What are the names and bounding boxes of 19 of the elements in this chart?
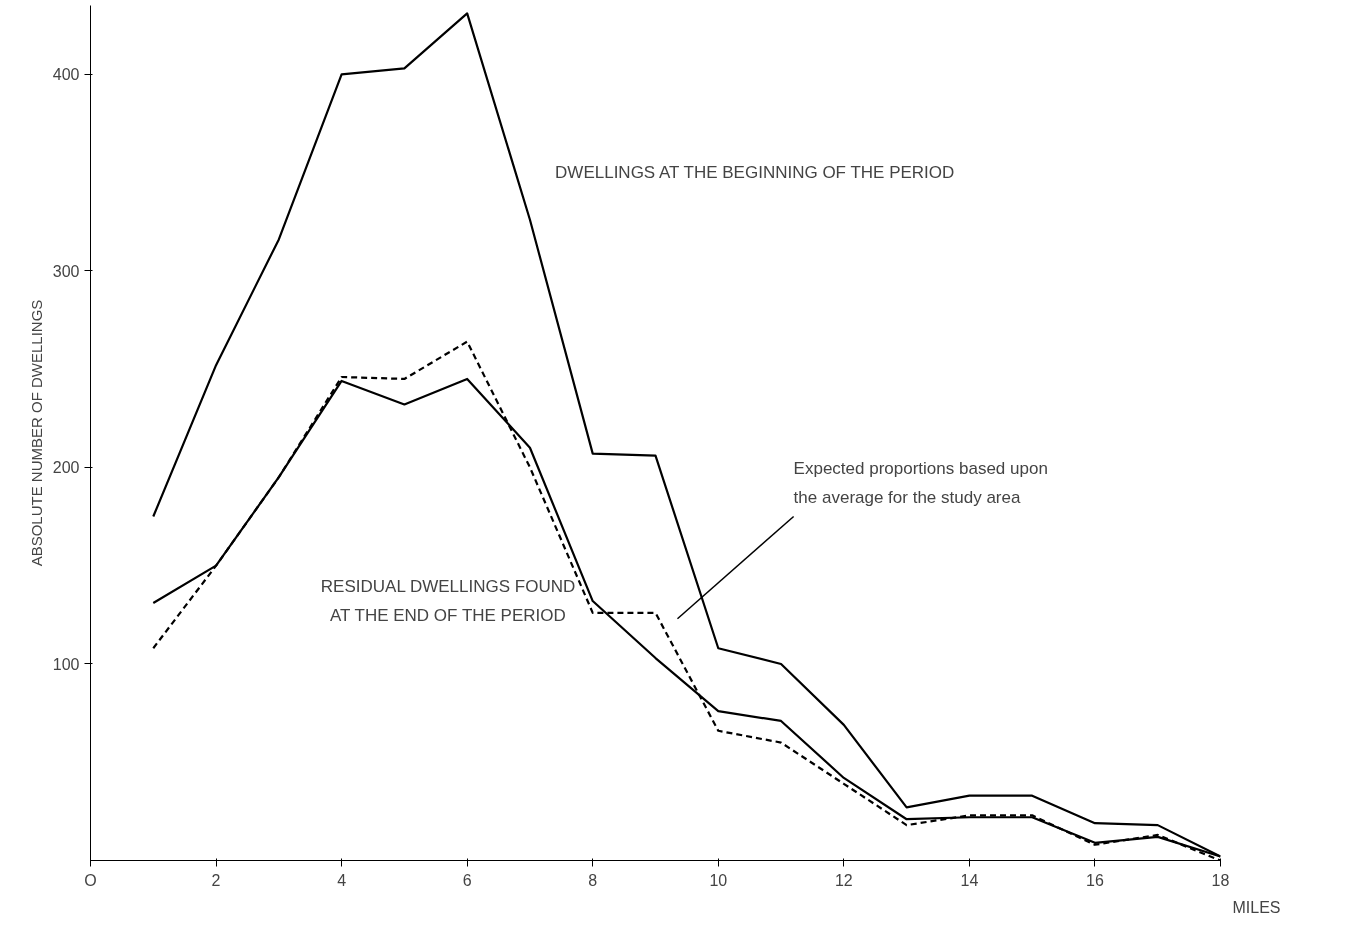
annotation: Expected proportions based upon the average for the study area <box>793 459 1048 507</box>
y-axis-title: ABSOLUTE NUMBER OF DWELLINGS <box>27 299 45 567</box>
x-tick-label: 10 <box>709 871 728 889</box>
annotation: DWELLINGS AT THE BEGINNING OF THE PERIOD <box>555 163 955 183</box>
x-tick-label: 6 <box>462 871 472 889</box>
y-tick-label: 200 <box>52 459 80 477</box>
x-tick-label: 4 <box>337 871 347 889</box>
x-tick-label: 14 <box>960 871 979 889</box>
x-tick-label: 18 <box>1211 871 1230 889</box>
y-tick-label: 400 <box>52 66 80 84</box>
x-tick-label: 8 <box>588 871 598 889</box>
y-tick-label: 100 <box>52 655 80 673</box>
x-tick-label: 12 <box>834 871 853 889</box>
x-tick-label: O <box>84 871 97 889</box>
annotation: RESIDUAL DWELLINGS FOUND AT THE END OF THE PERIOD <box>320 577 576 625</box>
y-tick-label: 300 <box>52 262 80 280</box>
x-axis-title: MILES <box>1232 898 1281 916</box>
x-tick-label: 2 <box>211 871 221 889</box>
x-tick-label: 16 <box>1086 871 1104 889</box>
